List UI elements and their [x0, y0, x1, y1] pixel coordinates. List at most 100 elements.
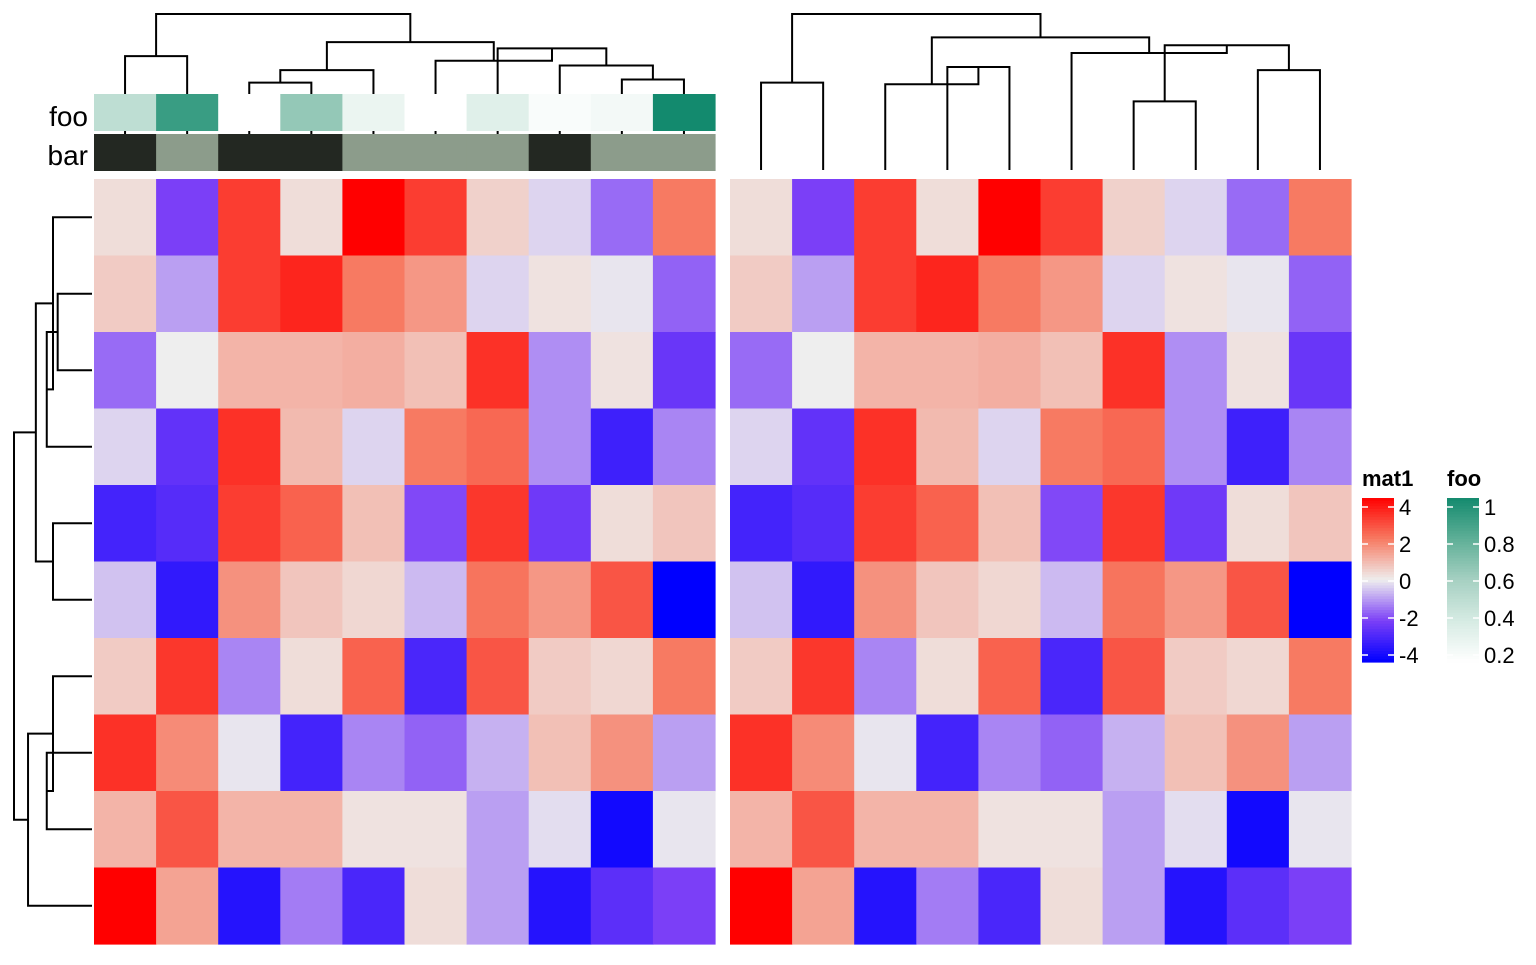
- heatmap-cell: [652, 332, 716, 410]
- heatmap-cell: [342, 408, 406, 486]
- heatmap-cell: [1102, 485, 1166, 563]
- heatmap-cell: [916, 791, 979, 869]
- heatmap-cell: [854, 179, 917, 257]
- legend-swatch: [1447, 640, 1479, 644]
- heatmap-cell: [156, 714, 219, 792]
- legend-foo-tick: 1: [1484, 495, 1496, 520]
- legend-swatch: [1447, 615, 1479, 619]
- legend-swatch: [1362, 536, 1394, 540]
- heatmap-cell: [916, 561, 979, 639]
- legend-swatch: [1362, 508, 1394, 513]
- heatmap-cell: [94, 179, 157, 257]
- legend-swatch: [1362, 560, 1394, 565]
- legend-swatch: [1362, 582, 1394, 587]
- heatmap-cell: [1226, 332, 1290, 410]
- heatmap-cell: [854, 408, 917, 486]
- heatmap-cell: [1040, 791, 1104, 869]
- legend-swatch: [1362, 640, 1394, 644]
- heatmap-cell: [1040, 867, 1104, 945]
- bar-annotation-cell: [528, 134, 592, 171]
- legend-swatch: [1362, 530, 1394, 535]
- legend-swatch: [1447, 530, 1479, 535]
- legend-swatch: [1447, 552, 1479, 556]
- legend-swatch: [1447, 623, 1479, 628]
- heatmap-cell: [978, 179, 1042, 257]
- legend-foo-tick: 0.2: [1484, 643, 1515, 668]
- heatmap-cell: [94, 867, 157, 945]
- heatmap-cell: [466, 255, 530, 333]
- heatmap-cell: [342, 485, 406, 563]
- heatmap-cell: [1288, 255, 1352, 333]
- heatmap-body: [94, 179, 1352, 945]
- heatmap-cell: [280, 179, 343, 257]
- heatmap-cell: [1040, 179, 1104, 257]
- legend-swatch: [1447, 508, 1479, 513]
- heatmap-cell: [466, 867, 530, 945]
- heatmap-cell: [730, 255, 793, 333]
- heatmap-cell: [404, 255, 468, 333]
- legend-swatch: [1447, 522, 1479, 526]
- heatmap-cell: [1226, 255, 1290, 333]
- foo-annotation-cell: [404, 94, 468, 131]
- heatmap-cell: [652, 179, 716, 257]
- heatmap-cell: [218, 255, 281, 333]
- foo-annotation-cell: [528, 94, 592, 131]
- heatmap-cell: [1226, 867, 1290, 945]
- heatmap-cell: [1288, 867, 1352, 945]
- legend-swatch: [1362, 588, 1394, 592]
- dendrogram-branch: [46, 216, 92, 391]
- heatmap-cell: [854, 255, 917, 333]
- legend-swatch: [1362, 519, 1394, 524]
- foo-annotation-cell: [156, 94, 219, 131]
- legend-swatch: [1362, 541, 1394, 546]
- legend-swatch: [1447, 601, 1479, 606]
- legend-swatch: [1447, 571, 1479, 576]
- heatmap-cell: [1288, 408, 1352, 486]
- heatmap-cell: [94, 255, 157, 333]
- column-dendrogram-right: [760, 13, 1321, 170]
- legend-swatch: [1362, 659, 1394, 663]
- heatmap-cell: [590, 791, 654, 869]
- heatmap-cell: [280, 332, 343, 410]
- heatmap-cell: [156, 791, 219, 869]
- legend-swatch: [1447, 547, 1479, 551]
- heatmap-cell: [978, 561, 1042, 639]
- heatmap-cell: [1102, 791, 1166, 869]
- heatmap-cell: [1288, 179, 1352, 257]
- legend-swatch: [1447, 544, 1479, 548]
- heatmap-cell: [342, 638, 406, 716]
- legend-swatch: [1362, 503, 1394, 507]
- heatmap-cell: [652, 714, 716, 792]
- bar-annotation-cell: [94, 134, 157, 171]
- heatmap-cell: [404, 485, 468, 563]
- heatmap-cell: [1226, 179, 1290, 257]
- heatmap-cell: [1288, 638, 1352, 716]
- heatmap-cell: [1226, 791, 1290, 869]
- legend-swatch: [1447, 536, 1479, 540]
- heatmap-cell: [404, 332, 468, 410]
- foo-annotation-cell: [218, 94, 281, 131]
- legend-swatch: [1447, 596, 1479, 600]
- legend-swatch: [1362, 549, 1394, 554]
- heatmap-cell: [1040, 714, 1104, 792]
- legend-swatch: [1447, 610, 1479, 614]
- dendrogram-branch: [34, 302, 53, 563]
- heatmap-cell: [730, 179, 793, 257]
- legend-swatch: [1447, 503, 1479, 507]
- legend-swatch: [1362, 511, 1394, 515]
- heatmap-cell: [978, 714, 1042, 792]
- heatmap-cell: [528, 867, 592, 945]
- legend-swatch: [1447, 599, 1479, 603]
- heatmap-cell: [1164, 791, 1228, 869]
- legend-swatch: [1362, 626, 1394, 630]
- heatmap-cell: [1102, 714, 1166, 792]
- heatmap-cell: [978, 255, 1042, 333]
- legend-swatch: [1362, 574, 1394, 578]
- heatmap-cell: [590, 867, 654, 945]
- legend-swatch: [1362, 544, 1394, 548]
- legend-swatch: [1362, 577, 1394, 581]
- legend-swatch: [1362, 590, 1394, 595]
- heatmap-cell: [978, 638, 1042, 716]
- heatmap-cell: [1164, 714, 1228, 792]
- foo-annotation-cell: [652, 94, 716, 131]
